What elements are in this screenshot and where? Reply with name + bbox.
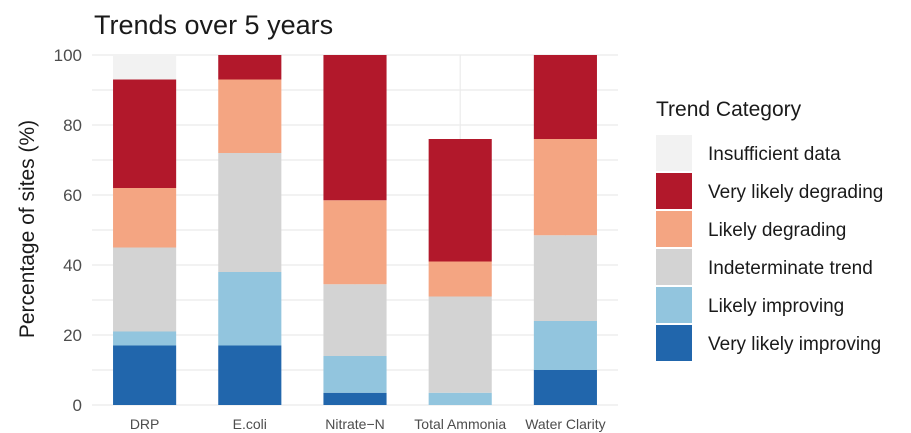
bar-segment <box>533 235 597 321</box>
bar-segment <box>218 345 282 405</box>
bar-segment <box>113 79 177 188</box>
y-tick-label: 0 <box>73 396 82 415</box>
bar-segment <box>218 79 282 153</box>
legend-swatch <box>656 173 692 209</box>
bar-segment <box>323 356 387 393</box>
y-axis-ticks: 0 20 40 60 80 100 <box>54 46 82 415</box>
legend-swatch <box>656 211 692 247</box>
legend-swatch <box>656 287 692 323</box>
legend-swatch <box>656 249 692 285</box>
bar-segment <box>428 261 492 297</box>
x-tick-label: Total Ammonia <box>414 416 506 432</box>
bar-segment <box>533 370 597 405</box>
legend-label: Very likely degrading <box>708 182 883 203</box>
bar-segment <box>218 272 282 346</box>
y-axis-label: Percentage of sites (%) <box>16 120 39 338</box>
y-tick-label: 40 <box>63 256 82 275</box>
bar-segment <box>428 392 492 405</box>
bar-segment <box>113 247 177 332</box>
bar-segment <box>533 139 597 236</box>
y-tick-label: 100 <box>54 46 82 65</box>
bar-segment <box>428 139 492 262</box>
y-tick-label: 80 <box>63 116 82 135</box>
bar-segment <box>113 55 177 80</box>
bar-segment <box>113 188 177 248</box>
x-tick-label: DRP <box>130 416 160 432</box>
bar-segment <box>323 392 387 405</box>
bar-segment <box>323 200 387 285</box>
y-tick-label: 60 <box>63 186 82 205</box>
chart-title: Trends over 5 years <box>94 10 333 40</box>
bar-segment <box>533 321 597 370</box>
bars <box>113 55 597 405</box>
y-tick-label: 20 <box>63 326 82 345</box>
legend-label: Likely improving <box>708 296 844 317</box>
bar-segment <box>113 331 177 346</box>
bar-segment <box>218 153 282 272</box>
legend-title: Trend Category <box>656 98 802 121</box>
legend-swatch <box>656 325 692 361</box>
legend-label: Likely degrading <box>708 220 846 241</box>
legend-label: Insufficient data <box>708 144 841 165</box>
bar-segment <box>323 55 387 201</box>
x-tick-label: Water Clarity <box>525 416 605 432</box>
bar-segment <box>218 55 282 80</box>
legend-label: Indeterminate trend <box>708 258 873 279</box>
bar-segment <box>428 296 492 393</box>
bar-segment <box>533 55 597 139</box>
bar-segment <box>113 345 177 405</box>
x-axis-ticks: DRP E.coli Nitrate−N Total Ammonia Water Cla… <box>130 416 606 432</box>
legend: Trend Category Insufficient data Very lik… <box>656 98 883 361</box>
x-tick-label: Nitrate−N <box>325 416 385 432</box>
legend-swatch <box>656 135 692 171</box>
x-tick-label: E.coli <box>233 416 267 432</box>
legend-label: Very likely improving <box>708 334 881 355</box>
bar-segment <box>323 284 387 356</box>
